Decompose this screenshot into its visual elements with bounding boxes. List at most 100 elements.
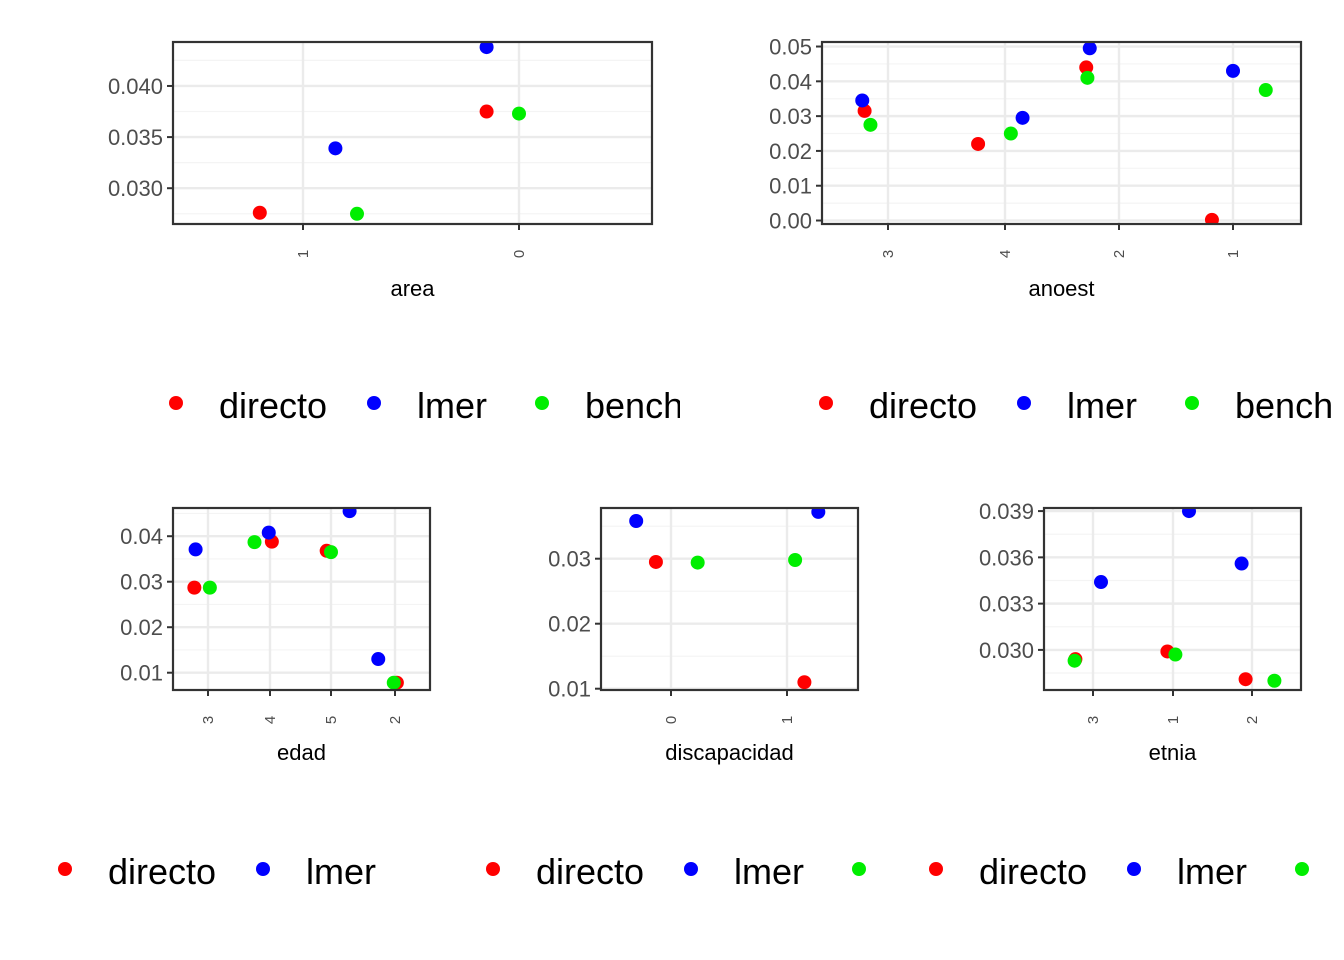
x-tick-label: 1 — [779, 716, 796, 724]
y-tick-label: 0.033 — [979, 592, 1034, 617]
y-tick-label: 0.01 — [769, 174, 812, 199]
legend-key-directo — [169, 396, 183, 410]
legend-label-directo: directo — [869, 385, 977, 426]
legend-label-lmer: lmer — [1177, 851, 1247, 892]
point-directo — [648, 554, 663, 569]
panel-border — [171, 40, 654, 226]
y-tick-label: 0.04 — [769, 69, 812, 94]
x-axis-title: etnia — [1149, 740, 1197, 765]
y-tick-label: 0.035 — [108, 125, 163, 150]
legend-key-directo — [819, 396, 833, 410]
point-directo — [857, 103, 872, 118]
panel-border — [171, 506, 432, 692]
x-tick-label: 1 — [1165, 716, 1182, 724]
point-bench — [863, 117, 878, 132]
y-tick-label: 0.036 — [979, 545, 1034, 570]
point-lmer — [328, 141, 343, 156]
point-lmer — [811, 508, 826, 519]
point-bench — [1067, 653, 1082, 668]
x-axis-title: discapacidad — [665, 740, 793, 765]
x-axis-title: edad — [277, 740, 326, 765]
x-tick-label: 4 — [262, 716, 279, 724]
x-tick-label: 2 — [1111, 250, 1128, 258]
y-tick-label: 0.00 — [769, 209, 812, 234]
legend-label-directo: directo — [979, 851, 1087, 892]
point-bench — [202, 580, 217, 595]
point-bench — [1168, 647, 1183, 662]
points-group — [629, 508, 826, 690]
y-tick-label: 0.05 — [769, 35, 812, 60]
legend: directo lmer — [58, 851, 376, 892]
x-tick-label: 5 — [323, 716, 340, 724]
point-directo — [1238, 672, 1253, 687]
x-axis-title: anoest — [1028, 276, 1094, 301]
point-directo — [971, 136, 986, 151]
points-group — [855, 42, 1273, 224]
point-bench — [1003, 126, 1018, 141]
panel-etnia: 0.030 0.033 0.036 0.039 3 1 2 etnia directo lmer — [929, 499, 1309, 892]
y-tick-label: 0.02 — [548, 612, 591, 637]
legend-key-directo — [486, 862, 500, 876]
point-lmer — [1234, 556, 1249, 571]
legend-label-directo: directo — [536, 851, 644, 892]
legend-key-directo — [929, 862, 943, 876]
y-tick-label: 0.02 — [769, 139, 812, 164]
legend-key-lmer — [1017, 396, 1031, 410]
legend-key-lmer — [256, 862, 270, 876]
points-group — [1067, 508, 1282, 688]
y-tick-label: 0.03 — [120, 570, 163, 595]
point-lmer — [188, 542, 203, 557]
x-tick-label: 0 — [511, 250, 528, 258]
point-lmer — [629, 514, 644, 528]
y-tick-label: 0.039 — [979, 499, 1034, 524]
point-lmer — [479, 42, 494, 55]
legend-key-lmer — [367, 396, 381, 410]
panel-border — [599, 506, 860, 692]
point-directo — [1204, 212, 1219, 224]
points-group — [252, 42, 526, 221]
point-lmer — [1226, 63, 1240, 78]
point-directo — [1079, 60, 1094, 75]
point-lmer — [1182, 508, 1196, 519]
legend-label-lmer: lmer — [417, 385, 487, 426]
point-lmer — [855, 93, 870, 108]
point-bench — [324, 545, 338, 560]
legend-label-directo: directo — [219, 385, 327, 426]
y-tick-label: 0.01 — [548, 677, 591, 702]
legend-label-bench: bench — [1235, 385, 1333, 426]
x-tick-label: 3 — [200, 716, 217, 724]
legend-key-lmer — [684, 862, 698, 876]
point-bench — [690, 555, 705, 570]
point-bench — [247, 535, 262, 550]
point-bench — [386, 675, 401, 690]
point-bench — [788, 553, 803, 567]
point-lmer — [1094, 575, 1108, 590]
legend-key-bench — [535, 396, 549, 410]
point-bench — [512, 106, 526, 121]
y-tick-label: 0.02 — [120, 615, 163, 640]
legend: directo lmer bench — [169, 385, 680, 426]
x-tick-label: 4 — [997, 250, 1014, 258]
point-bench — [1080, 70, 1095, 85]
panel-discapacidad: 0.01 0.02 0.03 0 1 discapacidad directo lmer — [486, 506, 866, 892]
panel-edad: 0.01 0.02 0.03 0.04 3 4 5 2 edad directo lmer — [58, 506, 432, 892]
legend-key-bench — [1185, 396, 1199, 410]
y-tick-label: 0.03 — [769, 104, 812, 129]
panel-border — [1042, 506, 1303, 692]
point-bench — [1258, 83, 1273, 98]
x-axis-title: area — [390, 276, 435, 301]
legend: directo lmer bench — [819, 385, 1333, 426]
legend-key-bench — [852, 862, 866, 876]
point-lmer — [261, 525, 276, 540]
point-directo — [187, 580, 202, 595]
point-directo — [479, 104, 494, 119]
x-tick-label: 3 — [1085, 716, 1102, 724]
legend-label-lmer: lmer — [734, 851, 804, 892]
legend-label-lmer: lmer — [1067, 385, 1137, 426]
y-tick-label: 0.03 — [548, 547, 591, 572]
point-bench — [1267, 673, 1282, 688]
legend-key-directo — [58, 862, 72, 876]
x-tick-label: 2 — [387, 716, 404, 724]
legend-label-directo: directo — [108, 851, 216, 892]
